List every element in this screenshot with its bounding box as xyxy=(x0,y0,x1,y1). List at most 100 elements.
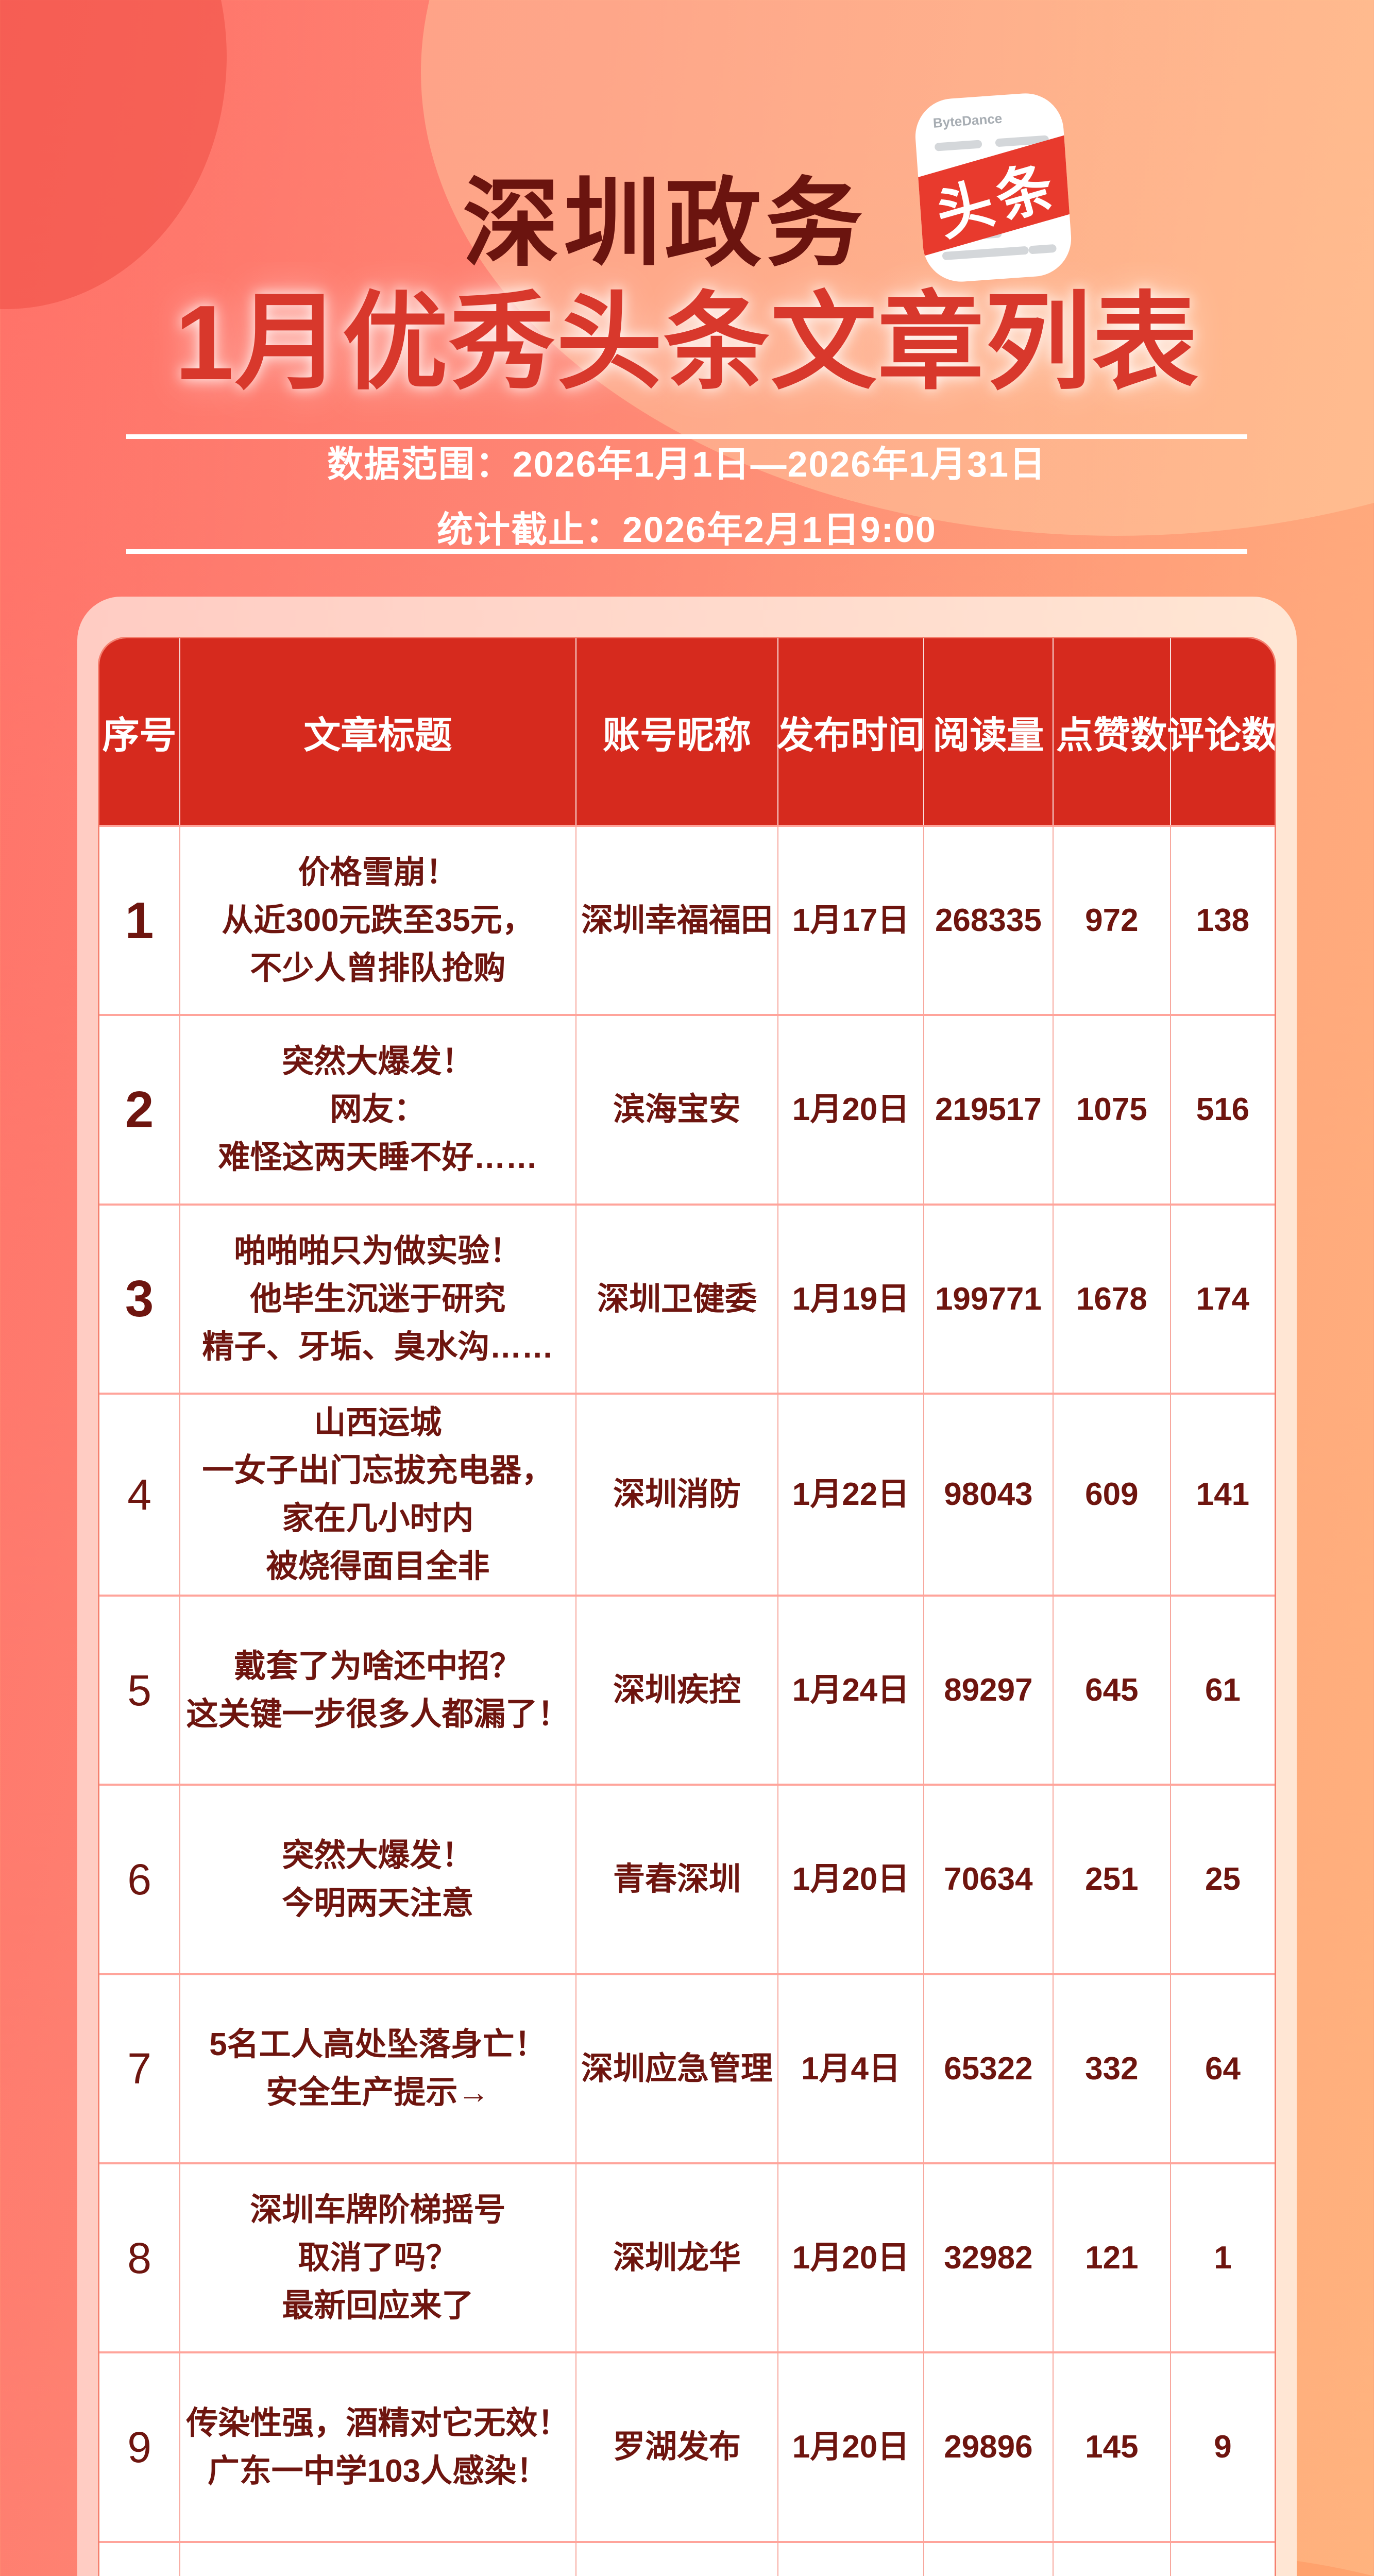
date-cell: 1月17日 xyxy=(777,827,923,1014)
title-line: 精子、牙垢、臭水沟…… xyxy=(202,1329,554,1365)
likes-cell: 1075 xyxy=(1052,1016,1170,1204)
rank-cell: 8 xyxy=(127,2233,151,2282)
table-row: 10深圳全市！持续严查！创新南山1月2日25746590 xyxy=(99,2540,1275,2576)
title-line: 一女子出门忘拔充电器， xyxy=(202,1452,554,1488)
account-cell: 深圳消防 xyxy=(575,1394,777,1595)
date-range-banner: 数据范围：2026年1月1日—2026年1月31日 统计截止：2026年2月1日… xyxy=(126,434,1247,554)
title-line: 这关键一步很多人都漏了！ xyxy=(186,1696,570,1732)
title-line: 传染性强，酒精对它无效！ xyxy=(186,2405,570,2441)
column-header-6: 评论数 xyxy=(1167,638,1275,825)
toutiao-phone-shape: ByteDance 头条 xyxy=(912,91,1074,284)
table-row: 8 深圳车牌阶梯摇号 取消了吗？ 最新回应来了 深圳龙华 1月20日 32982 121 1 xyxy=(99,2162,1275,2352)
rank-cell: 1 xyxy=(125,891,154,950)
account-cell: 创新南山 xyxy=(575,2543,777,2576)
title-line: 山西运城 xyxy=(314,1404,442,1440)
table-header-row: 序号 文章标题 账号昵称 发布时间 阅读量 点赞数 评论数 xyxy=(99,638,1275,825)
table-card: 序号 文章标题 账号昵称 发布时间 阅读量 点赞数 评论数 1 价格雪崩！ 从近300元跌至35… xyxy=(77,597,1297,2576)
title-line: 难怪这两天睡不好…… xyxy=(218,1140,538,1176)
table-row: 6 突然大爆发！ 今明两天注意 青春深圳 1月20日 70634 251 25 xyxy=(99,1784,1275,1973)
likes-cell: 609 xyxy=(1052,1394,1170,1595)
table-row: 4 山西运城一女子出门忘拔充电器， 家在几小时内 被烧得面目全非 深圳消防 1月22日 98… xyxy=(99,1392,1275,1595)
title-line: 突然大爆发！ xyxy=(282,1837,474,1873)
comments-cell: 25 xyxy=(1169,1786,1275,1973)
table-body: 1 价格雪崩！ 从近300元跌至35元， 不少人曾排队抢购 深圳幸福福田 1月17日 268… xyxy=(99,825,1275,2576)
rank-cell: 4 xyxy=(127,1470,151,1519)
likes-cell: 332 xyxy=(1052,1975,1170,2162)
column-header-5: 点赞数 xyxy=(1052,638,1170,825)
article-title-cell: 突然大爆发！ 网友： 难怪这两天睡不好…… xyxy=(179,1016,575,1204)
table-row: 3 啪啪啪只为做实验！ 他毕生沉迷于研究 精子、牙垢、臭水沟…… 深圳卫健委 1月19日 1… xyxy=(99,1203,1275,1393)
placeholder-bar xyxy=(934,140,982,151)
account-cell: 罗湖发布 xyxy=(575,2353,777,2541)
likes-cell: 59 xyxy=(1052,2543,1170,2576)
comments-cell: 61 xyxy=(1169,1596,1275,1784)
table-row: 7 5名工人高处坠落身亡！ 安全生产提示→ 深圳应急管理 1月4日 65322 332 64 xyxy=(99,1973,1275,2162)
table-row: 2 突然大爆发！ 网友： 难怪这两天睡不好…… 滨海宝安 1月20日 219517 1075 5… xyxy=(99,1014,1275,1204)
title-line: 他毕生沉迷于研究 xyxy=(250,1281,506,1317)
title-line: 5名工人高处坠落身亡！ xyxy=(209,2027,547,2063)
article-title-cell: 啪啪啪只为做实验！ 他毕生沉迷于研究精子、牙垢、臭水沟…… xyxy=(179,1205,575,1393)
column-header-4: 阅读量 xyxy=(923,638,1053,825)
article-title-cell: 深圳全市！持续严查！ xyxy=(179,2543,575,2576)
title-line: 从近300元跌至35元， xyxy=(222,903,534,939)
comments-cell: 64 xyxy=(1169,1975,1275,2162)
reads-cell: 268335 xyxy=(923,827,1053,1014)
likes-cell: 251 xyxy=(1052,1786,1170,1973)
rank-cell: 7 xyxy=(127,2044,151,2093)
reads-cell: 29896 xyxy=(923,2353,1053,2541)
comments-cell: 516 xyxy=(1169,1016,1275,1204)
likes-cell: 1678 xyxy=(1052,1205,1170,1393)
article-title-cell: 山西运城一女子出门忘拔充电器， 家在几小时内 被烧得面目全非 xyxy=(179,1394,575,1595)
title-line: 网友： xyxy=(330,1092,426,1128)
account-cell: 深圳疾控 xyxy=(575,1596,777,1784)
column-header-1: 文章标题 xyxy=(179,638,575,825)
table-row: 9 传染性强，酒精对它无效！ 广东一中学103人感染！ 罗湖发布 1月20日 29896 1… xyxy=(99,2351,1275,2541)
title-line: 啪啪啪只为做实验！ xyxy=(234,1233,522,1269)
account-cell: 深圳应急管理 xyxy=(575,1975,777,2162)
likes-cell: 121 xyxy=(1052,2164,1170,2352)
reads-cell: 32982 xyxy=(923,2164,1053,2352)
account-cell: 青春深圳 xyxy=(575,1786,777,1973)
reads-cell: 98043 xyxy=(923,1394,1053,1595)
date-cell: 1月22日 xyxy=(777,1394,923,1595)
date-cell: 1月20日 xyxy=(777,2353,923,2541)
comments-cell: 0 xyxy=(1169,2543,1275,2576)
title-line: 不少人曾排队抢购 xyxy=(250,951,506,987)
title-line: 戴套了为啥还中招？ xyxy=(234,1648,522,1684)
title-line: 深圳车牌阶梯摇号 xyxy=(250,2192,506,2228)
article-title-cell: 价格雪崩！ 从近300元跌至35元， 不少人曾排队抢购 xyxy=(179,827,575,1014)
reads-cell: 70634 xyxy=(923,1786,1053,1973)
column-header-0: 序号 xyxy=(102,715,177,756)
brand-title: 深圳政务 xyxy=(463,170,867,278)
title-line: 取消了吗？ xyxy=(298,2240,458,2276)
rank-cell: 5 xyxy=(127,1666,151,1715)
article-title-cell: 5名工人高处坠落身亡！ 安全生产提示→ xyxy=(179,1975,575,2162)
column-header-2: 账号昵称 xyxy=(575,638,777,825)
date-cell: 1月19日 xyxy=(777,1205,923,1393)
title-line: 家在几小时内 xyxy=(282,1500,474,1536)
title-line: 最新回应来了 xyxy=(282,2288,474,2324)
account-cell: 深圳卫健委 xyxy=(575,1205,777,1393)
title-line: 今明两天注意 xyxy=(282,1885,474,1921)
article-title-cell: 传染性强，酒精对它无效！ 广东一中学103人感染！ xyxy=(179,2353,575,2541)
date-cell: 1月20日 xyxy=(777,2164,923,2352)
title-line: 价格雪崩！ xyxy=(298,855,458,891)
bytedance-label: ByteDance xyxy=(932,110,1003,131)
comments-cell: 9 xyxy=(1169,2353,1275,2541)
column-header-3: 发布时间 xyxy=(777,638,925,825)
rank-cell: 6 xyxy=(127,1855,151,1904)
title-line: 被烧得面目全非 xyxy=(266,1548,490,1584)
reads-cell: 89297 xyxy=(923,1596,1053,1784)
reads-cell: 25746 xyxy=(923,2543,1053,2576)
article-title-cell: 深圳车牌阶梯摇号 取消了吗？ 最新回应来了 xyxy=(179,2164,575,2352)
likes-cell: 645 xyxy=(1052,1596,1170,1784)
comments-cell: 138 xyxy=(1169,827,1275,1014)
date-cell: 1月20日 xyxy=(777,1786,923,1973)
account-cell: 深圳幸福福田 xyxy=(575,827,777,1014)
title-line: 突然大爆发！ xyxy=(282,1044,474,1080)
comments-cell: 174 xyxy=(1169,1205,1275,1393)
reads-cell: 65322 xyxy=(923,1975,1053,2162)
likes-cell: 145 xyxy=(1052,2353,1170,2541)
reads-cell: 219517 xyxy=(923,1016,1053,1204)
table-row: 5 戴套了为啥还中招？ 这关键一步很多人都漏了！ 深圳疾控 1月24日 89297 645 6… xyxy=(99,1594,1275,1784)
